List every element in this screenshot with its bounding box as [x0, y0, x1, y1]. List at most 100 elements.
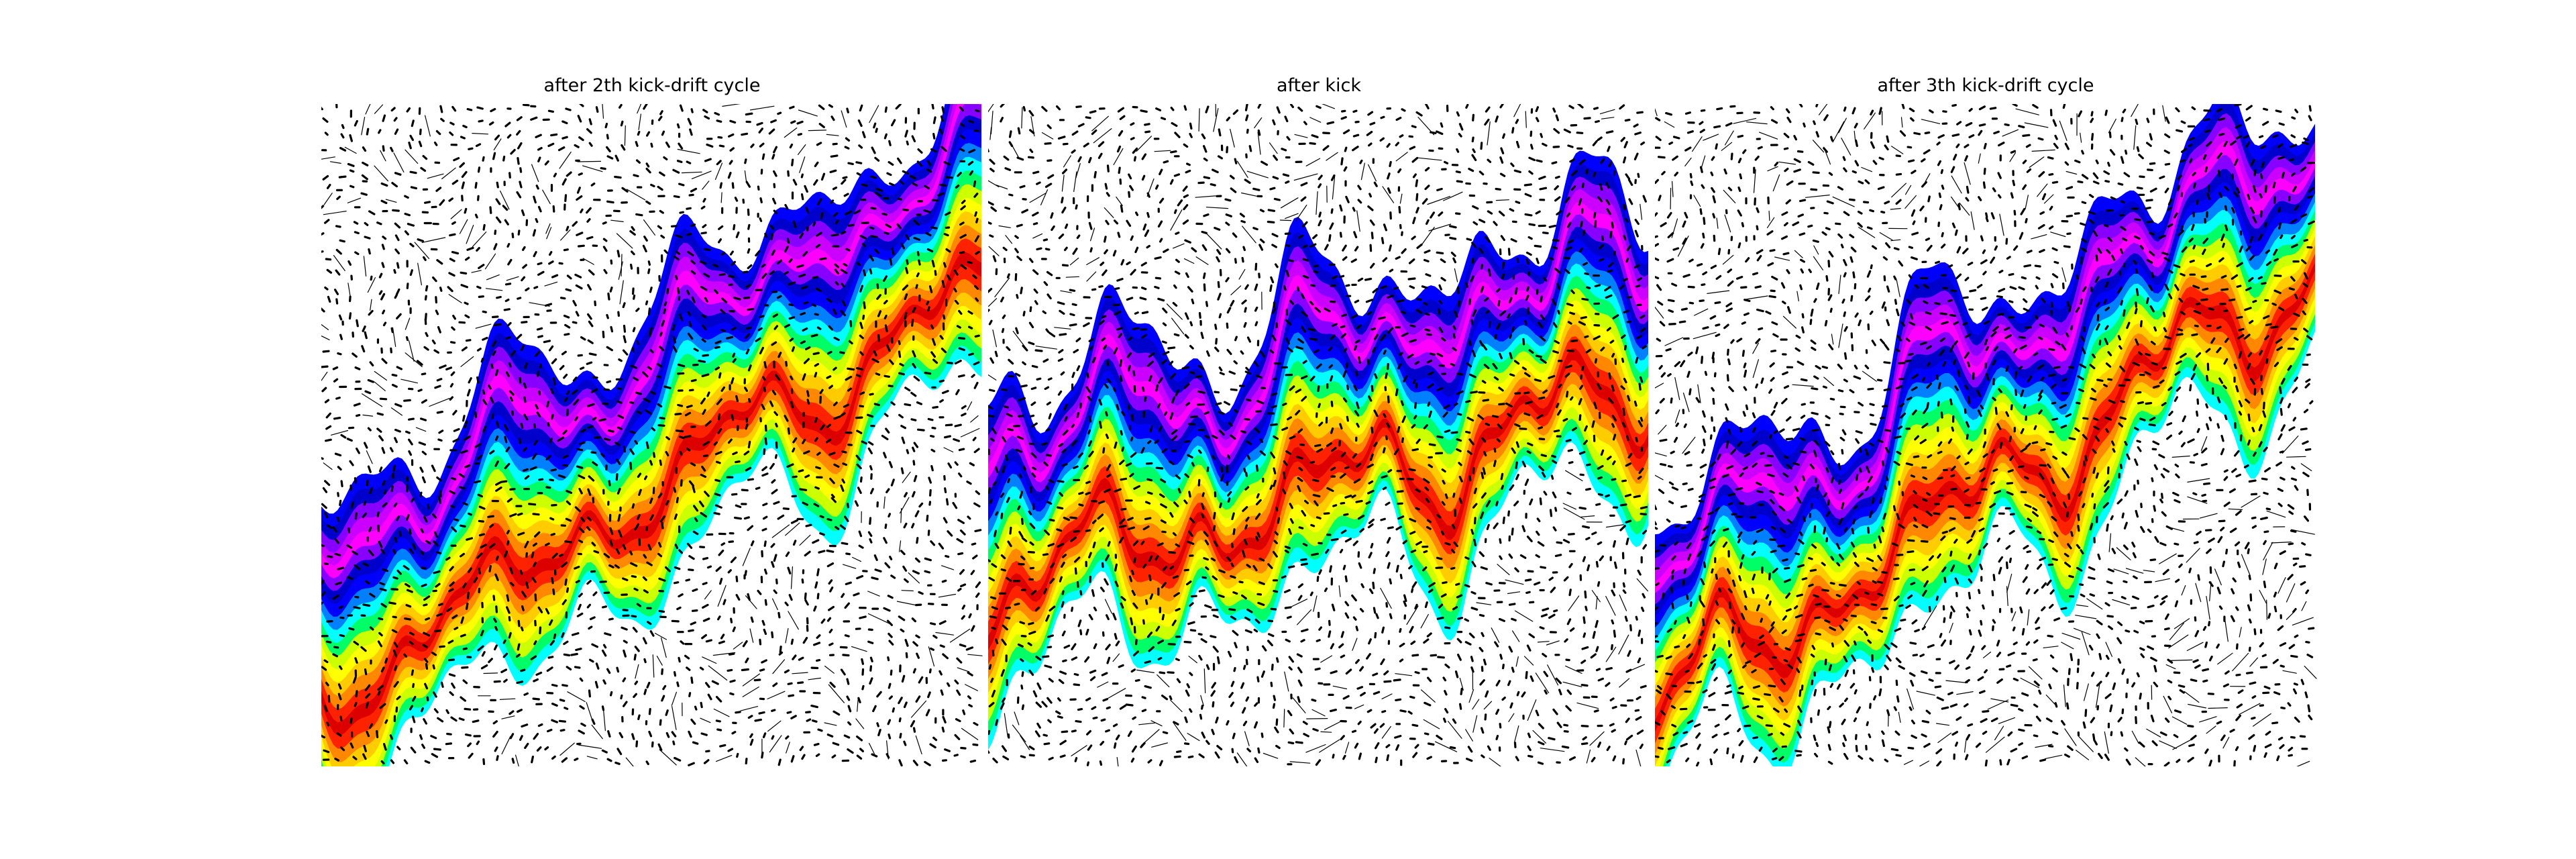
streak [537, 370, 540, 377]
color-band [1655, 126, 2315, 582]
streak [1340, 529, 1347, 534]
streak [1511, 617, 1517, 621]
streak [828, 579, 833, 585]
streak [1318, 211, 1322, 218]
streak [1183, 383, 1190, 389]
streak [427, 173, 444, 179]
streak [826, 134, 839, 136]
streak [396, 695, 401, 701]
streak [614, 175, 622, 179]
streak [1204, 435, 1210, 439]
streak [423, 346, 429, 351]
streak [1352, 207, 1356, 212]
streak [451, 179, 459, 185]
streak [847, 748, 854, 754]
streak [606, 134, 609, 140]
streak [1493, 376, 1499, 381]
streak [1046, 646, 1053, 649]
streak [1077, 707, 1083, 711]
streak [1298, 466, 1303, 472]
streak [1240, 219, 1246, 223]
streak [1036, 682, 1042, 690]
streak [1528, 170, 1534, 175]
streak [409, 528, 412, 536]
streak [1423, 550, 1428, 554]
streak [1258, 272, 1260, 279]
streak [785, 551, 790, 557]
streak [1298, 234, 1304, 239]
streak [1175, 232, 1180, 235]
streak [405, 430, 411, 434]
streak [902, 208, 909, 211]
streak [1244, 524, 1248, 530]
streak [1548, 737, 1556, 741]
streak [630, 263, 633, 270]
streak [826, 549, 835, 553]
streak [1536, 517, 1541, 523]
streak [321, 107, 323, 111]
streak [1212, 434, 1218, 440]
streak [1563, 128, 1571, 134]
streak [988, 309, 990, 313]
streak [1414, 360, 1420, 365]
streak [1578, 321, 1586, 326]
streak [690, 621, 697, 625]
streak [543, 340, 551, 344]
streak [521, 605, 525, 611]
streak [1605, 646, 1617, 662]
streak [1203, 272, 1206, 279]
streak [417, 389, 423, 393]
streak [798, 469, 804, 473]
streak [755, 337, 761, 342]
streak [839, 351, 845, 354]
streak [354, 701, 358, 707]
streak [747, 593, 751, 601]
streak [1494, 641, 1499, 648]
streak [1400, 554, 1405, 560]
streak [1044, 386, 1050, 391]
streak [661, 695, 665, 702]
streak [405, 352, 423, 368]
streak [798, 656, 804, 661]
streak [728, 275, 735, 279]
streak [393, 268, 396, 274]
streak [1344, 466, 1350, 470]
streak [429, 398, 450, 407]
streak [679, 313, 684, 321]
streak [1330, 284, 1336, 287]
streak [1127, 404, 1130, 410]
streak [857, 119, 863, 128]
streak [947, 462, 953, 469]
streak [1012, 145, 1020, 159]
streak [1105, 219, 1110, 225]
streak [649, 497, 653, 504]
streak [700, 205, 706, 210]
streak [1002, 246, 1008, 252]
streak [1591, 756, 1596, 762]
streak [1428, 589, 1434, 593]
streak [324, 286, 329, 291]
streak [1034, 349, 1043, 352]
streak [867, 591, 880, 597]
color-band [988, 201, 1648, 483]
streak [322, 117, 329, 123]
streak [1205, 301, 1208, 307]
streak [755, 487, 761, 490]
streak [958, 448, 965, 452]
streak [954, 461, 959, 466]
streak [1409, 517, 1417, 523]
streak [436, 613, 443, 617]
streak [1465, 182, 1471, 185]
streak [1356, 324, 1362, 330]
streak [1246, 748, 1252, 753]
streak [805, 711, 811, 714]
streak [672, 705, 677, 730]
streak [1452, 718, 1457, 724]
streak [988, 201, 994, 206]
streak [932, 358, 938, 364]
streak [549, 517, 555, 521]
streak [1273, 467, 1277, 474]
streak [829, 477, 835, 485]
streak [954, 734, 961, 740]
streak [1508, 297, 1513, 303]
